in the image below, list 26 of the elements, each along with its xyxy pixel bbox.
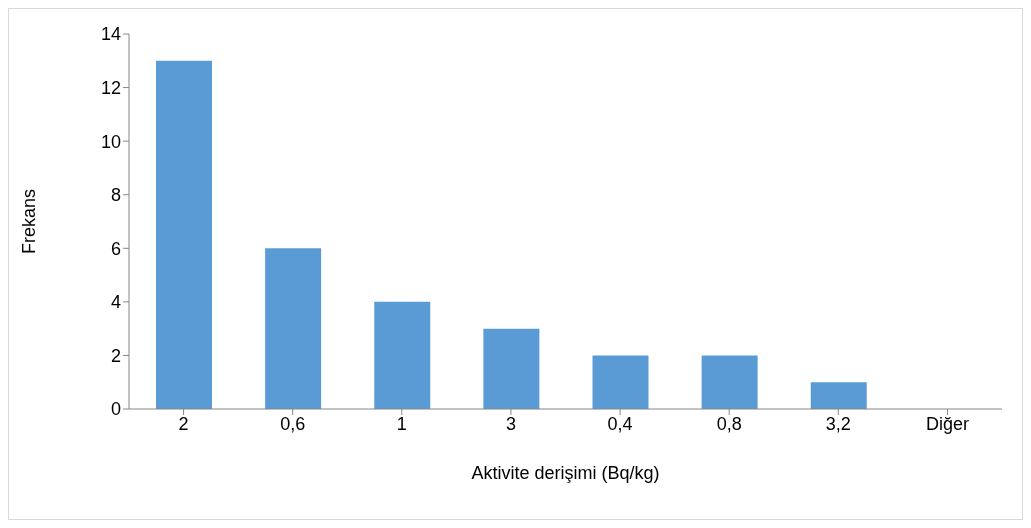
y-tick-label: 8 [110, 185, 121, 206]
bar [592, 355, 649, 409]
bar [156, 60, 212, 409]
chart-frame: 2 0,6 1 3 0,4 0,8 3,2 Diğer Aktivite derişimi (Bq/kg) 0 2 4 6 8 10 12 14 Frekans [8, 8, 1023, 520]
x-tick-label: 0,6 [280, 413, 306, 434]
y-tick-label: 14 [100, 24, 121, 45]
bar [483, 328, 540, 409]
bar [810, 382, 867, 409]
y-tick-label: 10 [100, 131, 121, 152]
x-tick-label: 3,2 [825, 413, 851, 434]
x-tick-label: 1 [396, 413, 407, 434]
x-tick-label: 0,8 [716, 413, 742, 434]
x-tick-label: 0,4 [607, 413, 633, 434]
y-tick-label: 12 [100, 77, 121, 98]
y-tick-label: 4 [110, 292, 121, 313]
x-tick-label: Diğer [925, 413, 969, 434]
y-axis-title: Frekans [19, 188, 40, 255]
bar [701, 355, 758, 409]
x-tick-label: 2 [178, 413, 189, 434]
bar [265, 248, 322, 409]
x-axis-title: Aktivite derişimi (Bq/kg) [471, 463, 660, 483]
y-tick-label: 2 [110, 345, 121, 366]
x-tick-label: 3 [505, 413, 516, 434]
bar [374, 301, 431, 409]
y-tick-label: 6 [110, 238, 121, 259]
y-tick-label: 0 [110, 399, 121, 420]
